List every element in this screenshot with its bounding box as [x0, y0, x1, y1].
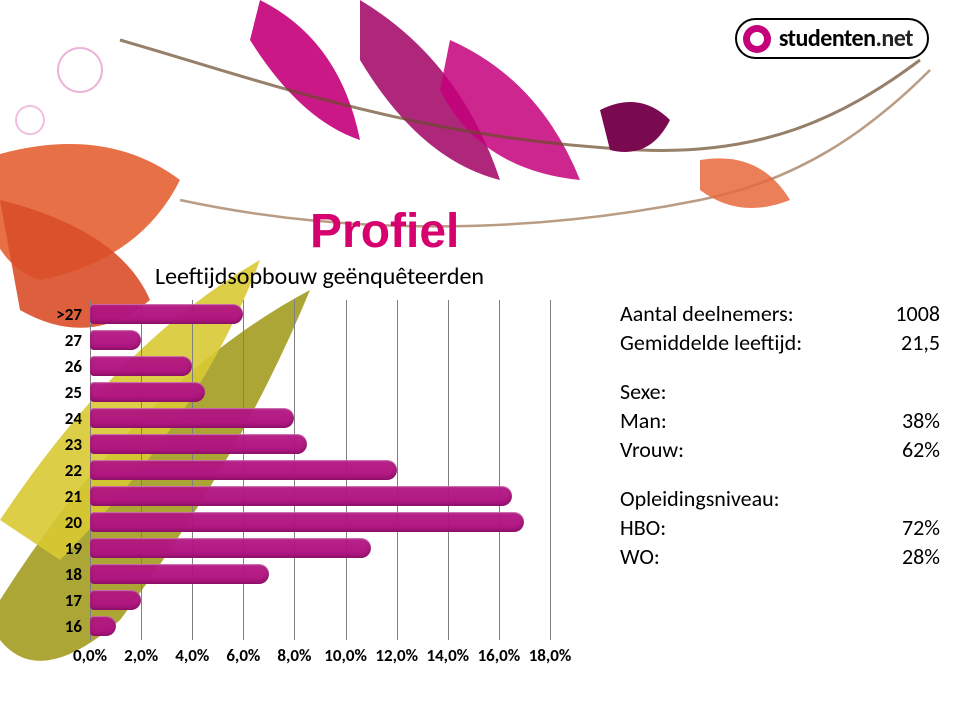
bar-row: 26 [90, 356, 192, 376]
stat-header: Opleidingsniveau: [620, 485, 780, 512]
y-axis-label: 16 [44, 616, 90, 637]
logo-text-b: .net [875, 24, 913, 53]
brand-logo: studenten.net [735, 18, 929, 59]
y-axis-label: >27 [44, 304, 90, 325]
bar-row: 19 [90, 538, 371, 558]
y-axis-label: 26 [44, 356, 90, 377]
chart-bar [90, 330, 141, 350]
stat-label: Man: [620, 407, 667, 434]
chart-bar [90, 434, 307, 454]
stat-value: 62% [902, 436, 940, 463]
bar-row: 20 [90, 512, 524, 532]
y-axis-label: 25 [44, 382, 90, 403]
stat-man: Man: 38% [620, 407, 940, 434]
chart-bar [90, 538, 371, 558]
x-axis-label: 10,0% [324, 645, 367, 666]
y-axis-label: 27 [44, 330, 90, 351]
chart-bar [90, 382, 205, 402]
y-axis-label: 21 [44, 486, 90, 507]
chart-bar [90, 616, 116, 636]
chart-gridline [397, 300, 398, 640]
y-axis-label: 18 [44, 564, 90, 585]
chart-bar [90, 564, 269, 584]
x-axis-label: 6,0% [226, 645, 260, 666]
stat-wo: WO: 28% [620, 543, 940, 570]
chart-gridline [550, 300, 551, 640]
chart-bar [90, 590, 141, 610]
stat-label: WO: [620, 543, 660, 570]
y-axis-label: 17 [44, 590, 90, 611]
x-axis-label: 18,0% [529, 645, 572, 666]
chart-bar [90, 512, 524, 532]
stat-sexe-header: Sexe: [620, 378, 940, 405]
x-axis-label: 2,0% [124, 645, 158, 666]
logo-text: studenten.net [779, 24, 913, 53]
page-title: Profiel [310, 204, 459, 259]
x-axis-label: 14,0% [426, 645, 469, 666]
chart-subtitle: Leeftijdsopbouw geënquêteerden [155, 262, 484, 291]
chart-bar [90, 356, 192, 376]
bar-row: 16 [90, 616, 116, 636]
logo-dot-icon [743, 25, 771, 53]
stat-value: 1008 [895, 300, 940, 327]
stat-deelnemers: Aantal deelnemers: 1008 [620, 300, 940, 327]
bar-row: 25 [90, 382, 205, 402]
bar-row: 22 [90, 460, 397, 480]
bar-row: >27 [90, 304, 243, 324]
stat-hbo: HBO: 72% [620, 514, 940, 541]
bar-row: 24 [90, 408, 294, 428]
chart-bar [90, 486, 512, 506]
chart-gridline [448, 300, 449, 640]
bar-row: 21 [90, 486, 512, 506]
bar-row: 18 [90, 564, 269, 584]
bar-row: 17 [90, 590, 141, 610]
chart-bar [90, 460, 397, 480]
bar-row: 23 [90, 434, 307, 454]
stat-vrouw: Vrouw: 62% [620, 436, 940, 463]
y-axis-label: 24 [44, 408, 90, 429]
stat-label: HBO: [620, 514, 666, 541]
x-axis-label: 4,0% [175, 645, 209, 666]
x-axis-label: 12,0% [375, 645, 418, 666]
y-axis-label: 20 [44, 512, 90, 533]
x-axis-label: 0,0% [73, 645, 107, 666]
stat-value: 21,5 [901, 329, 940, 356]
x-axis-label: 8,0% [277, 645, 311, 666]
bar-row: 27 [90, 330, 141, 350]
stat-header: Sexe: [620, 378, 667, 405]
stat-value: 72% [902, 514, 940, 541]
y-axis-label: 22 [44, 460, 90, 481]
x-axis-label: 16,0% [478, 645, 521, 666]
chart-bar [90, 304, 243, 324]
stat-label: Vrouw: [620, 436, 684, 463]
stat-opl-header: Opleidingsniveau: [620, 485, 940, 512]
stat-label: Aantal deelnemers: [620, 300, 794, 327]
stat-value: 38% [902, 407, 940, 434]
stats-panel: Aantal deelnemers: 1008 Gemiddelde leeft… [620, 300, 940, 572]
y-axis-label: 19 [44, 538, 90, 559]
chart-bar [90, 408, 294, 428]
stat-leeftijd: Gemiddelde leeftijd: 21,5 [620, 329, 940, 356]
stat-value: 28% [902, 543, 940, 570]
logo-text-a: studenten [779, 24, 876, 53]
stat-label: Gemiddelde leeftijd: [620, 329, 802, 356]
chart-gridline [499, 300, 500, 640]
age-distribution-chart: >27272625242322212019181716 0,0%2,0%4,0%… [40, 300, 570, 680]
y-axis-label: 23 [44, 434, 90, 455]
